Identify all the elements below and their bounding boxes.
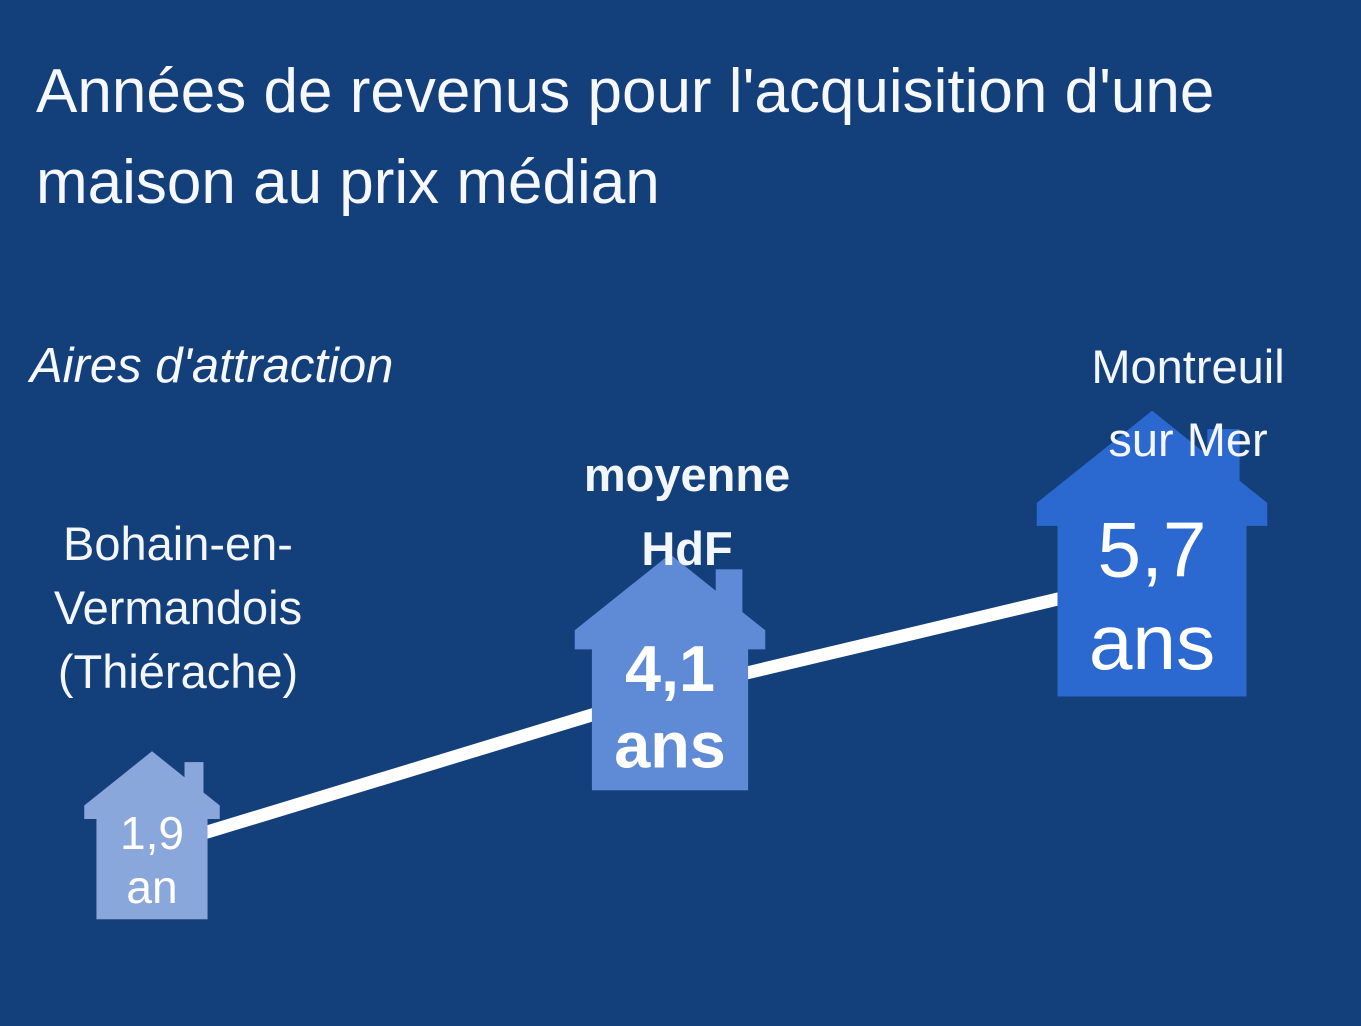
house-marker: 1,9an: [84, 751, 220, 920]
category-label: moyenne HdF: [584, 448, 790, 575]
data-value-label: 5,7: [1098, 506, 1207, 594]
category-label-line: (Thiérache): [58, 645, 298, 698]
data-value-label: 1,9: [120, 807, 184, 859]
data-unit-label: ans: [614, 708, 726, 781]
house-roof: [84, 751, 220, 820]
category-label-line: moyenne: [584, 448, 790, 501]
data-unit-label: an: [126, 861, 177, 913]
category-label-line: sur Mer: [1108, 413, 1267, 466]
category-label-line: Montreuil: [1091, 340, 1284, 393]
data-unit-label: ans: [1089, 598, 1215, 686]
data-value-label: 4,1: [625, 632, 715, 705]
house-roof: [574, 554, 766, 650]
chart-title: Années de revenus pour l'acquisition d'u…: [36, 57, 1215, 217]
category-label: Montreuil sur Mer: [1091, 340, 1284, 466]
house-body: [591, 630, 749, 791]
chart-subtitle: Aires d'attraction: [30, 339, 394, 393]
category-label: Bohain-en- Vermandois (Thiérache): [54, 517, 302, 698]
house-body: [1057, 502, 1247, 697]
category-label-line: Bohain-en-: [63, 517, 293, 570]
category-label-line: HdF: [641, 522, 732, 575]
house-body: [96, 805, 208, 920]
house-roof: [1036, 410, 1268, 526]
category-label-line: Vermandois: [54, 581, 302, 634]
